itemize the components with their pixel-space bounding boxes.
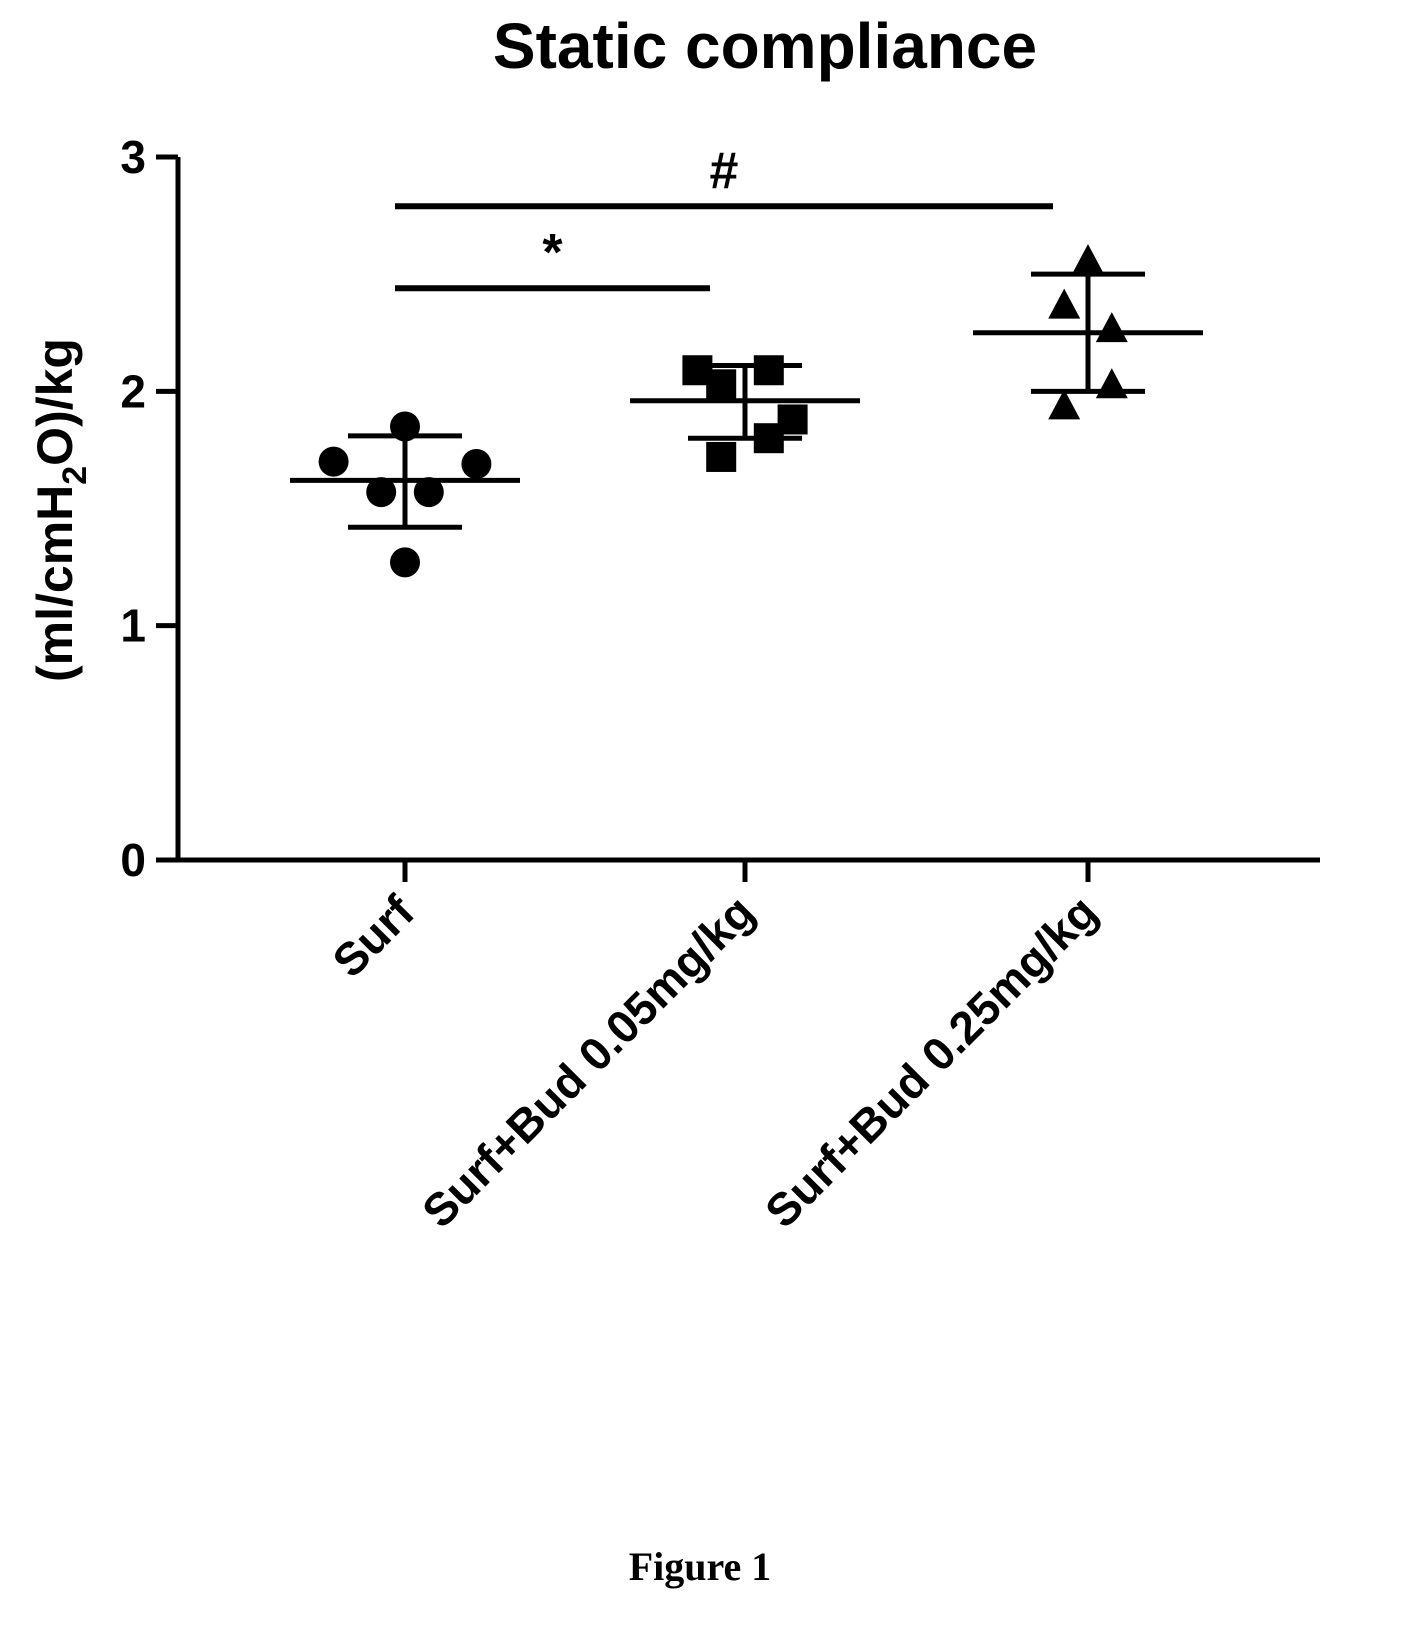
data-point-square [753,355,784,386]
y-axis-label-main: (ml/cmH [27,485,83,682]
x-category-label: Surf+Bud 0.25mg/kg [755,885,1107,1237]
data-point-triangle [1095,312,1128,343]
data-point-triangle [1048,389,1081,420]
significance-label: * [542,224,563,282]
axes [175,157,1320,863]
data-point-circle [461,448,492,479]
y-axis-label-subscript: 2 [56,466,94,485]
figure-caption: Figure 1 [629,1544,772,1589]
data-point-circle [413,477,444,508]
y-tick-label: 3 [120,131,146,183]
y-axis-label: (ml/cmH2O)/kg [27,338,94,682]
y-tick-label: 2 [120,365,146,417]
svg-text:(ml/cmH2O)/kg: (ml/cmH2O)/kg [27,338,94,682]
data-point-circle [390,547,420,578]
error-bars [290,271,1203,530]
y-axis-label-suffix: O)/kg [27,338,83,466]
significance-annotations: *# [395,142,1053,292]
data-point-triangle [1048,288,1081,319]
chart-title: Static compliance [493,10,1037,82]
data-point-square [706,441,737,472]
data-point-circle [318,446,349,477]
y-tick-label: 1 [120,600,146,652]
y-ticks: 0 1 2 3 [120,131,178,886]
significance-label: # [710,142,739,200]
data-point-triangle [1072,244,1104,275]
x-category-label: Surf [322,885,424,987]
data-point-circle [366,477,397,508]
y-tick-label: 0 [120,834,146,886]
data-point-square [706,369,737,400]
x-category-label: Surf+Bud 0.05mg/kg [412,885,764,1237]
